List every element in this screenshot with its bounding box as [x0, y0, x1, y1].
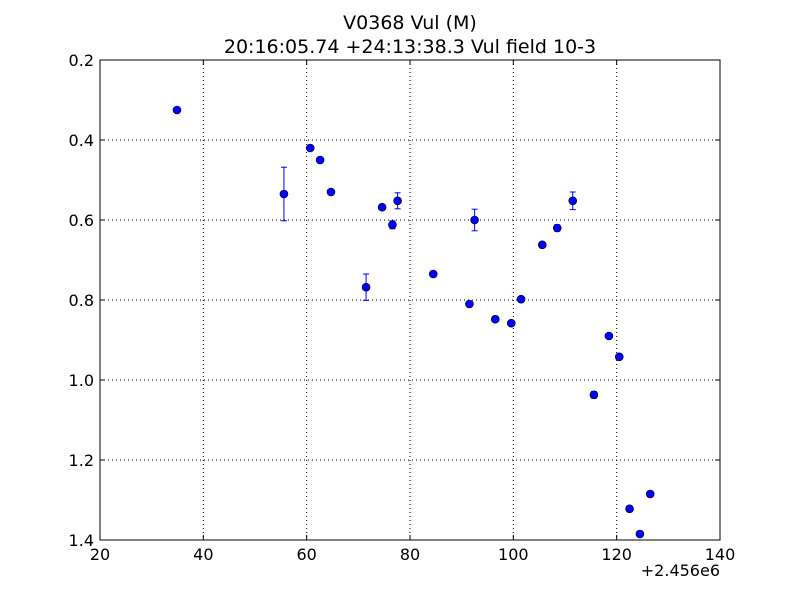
data-point [635, 529, 645, 539]
data-point [589, 390, 599, 400]
y-tick-label: 0.4 [69, 131, 94, 150]
data-point [568, 196, 578, 206]
data-point [361, 282, 371, 292]
y-tick-label: 1.2 [69, 451, 94, 470]
data-point [506, 318, 516, 328]
chart-title: V0368 Vul (M) [343, 12, 477, 34]
data-point [552, 223, 562, 233]
x-offset-label: +2.456e6 [641, 561, 720, 580]
data-point [326, 187, 336, 197]
grid [100, 60, 720, 540]
data-point [614, 352, 624, 362]
data-point [279, 189, 289, 199]
y-tick-label: 0.2 [69, 51, 94, 70]
data-point [537, 240, 547, 250]
y-tick-label: 0.8 [69, 291, 94, 310]
data-points [172, 105, 655, 539]
data-point [305, 143, 315, 153]
data-point [516, 294, 526, 304]
data-point [428, 269, 438, 279]
data-point [377, 202, 387, 212]
x-tick-label: 60 [296, 545, 316, 564]
data-point [172, 105, 182, 115]
data-point [490, 314, 500, 324]
x-tick-label: 100 [498, 545, 529, 564]
x-tick-label: 140 [705, 545, 736, 564]
tick-labels: 20 40 60 80 100 120 140 0.2 0.4 0.6 0.8 1.0 1.2 1.4 [69, 51, 736, 564]
x-tick-label: 120 [601, 545, 632, 564]
data-point [604, 331, 614, 341]
data-point [393, 196, 402, 206]
data-point [470, 215, 479, 225]
data-point [388, 220, 397, 230]
data-point [645, 489, 655, 499]
y-tick-label: 1.0 [69, 371, 94, 390]
data-point [625, 504, 634, 514]
ticks [99, 59, 721, 541]
chart-subtitle: 20:16:05.74 +24:13:38.3 Vul field 10-3 [224, 36, 596, 58]
x-tick-label: 40 [193, 545, 213, 564]
error-bars [280, 145, 654, 538]
y-tick-label: 0.6 [69, 211, 94, 230]
y-tick-label: 1.4 [69, 531, 94, 550]
x-tick-label: 80 [400, 545, 420, 564]
data-point [315, 155, 325, 165]
x-tick-label: 20 [90, 545, 110, 564]
data-point [465, 299, 474, 309]
